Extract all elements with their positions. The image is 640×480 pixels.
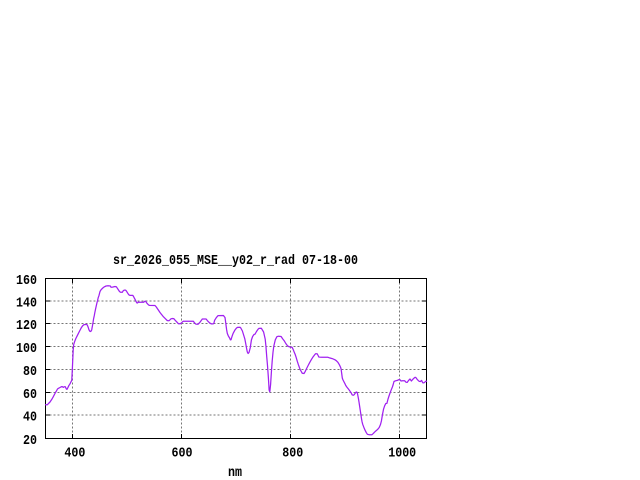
svg-text:100: 100	[16, 341, 37, 357]
svg-text:600: 600	[172, 446, 193, 462]
svg-text:80: 80	[23, 364, 37, 380]
svg-text:sr_2026_055_MSE__y02_r_rad 07-: sr_2026_055_MSE__y02_r_rad 07-18-00	[113, 253, 358, 269]
svg-text:60: 60	[23, 387, 37, 403]
svg-text:1000: 1000	[388, 446, 416, 462]
svg-text:400: 400	[64, 446, 85, 462]
svg-text:nm: nm	[228, 465, 242, 480]
svg-text:40: 40	[23, 410, 37, 426]
svg-text:20: 20	[23, 433, 37, 449]
svg-text:800: 800	[282, 446, 303, 462]
svg-text:140: 140	[16, 295, 37, 311]
svg-text:160: 160	[16, 273, 37, 289]
svg-text:120: 120	[16, 318, 37, 334]
